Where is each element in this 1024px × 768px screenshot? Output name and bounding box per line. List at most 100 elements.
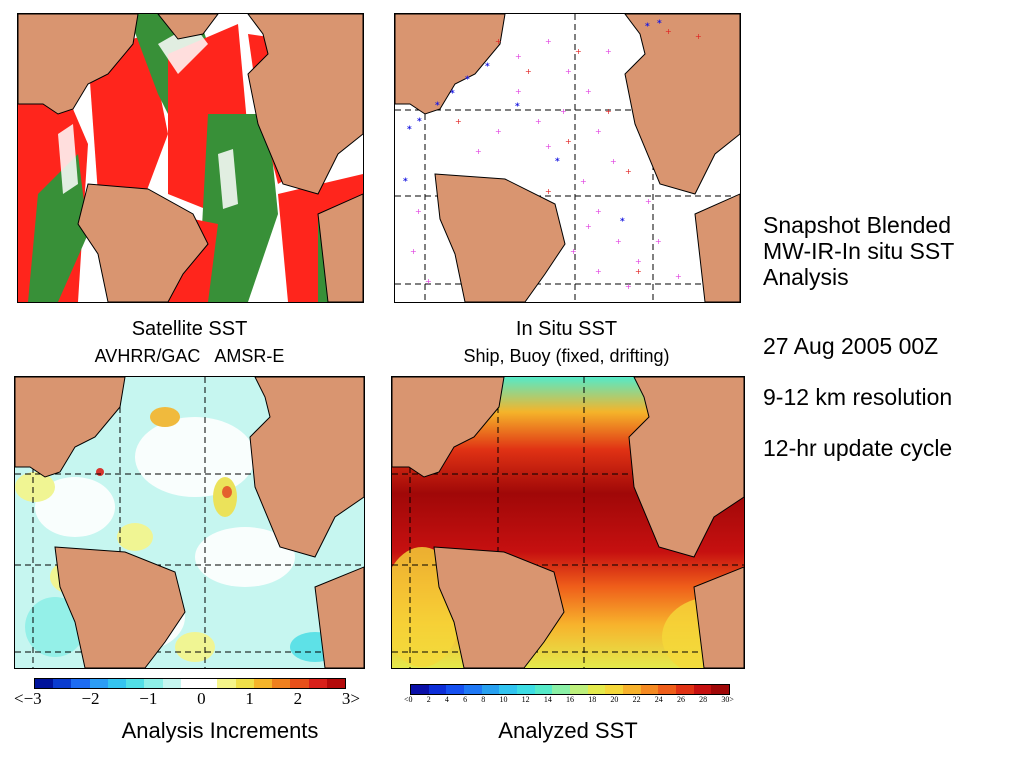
satellite-sst-subtitle: AVHRR/GAC AMSR-E: [94, 346, 285, 366]
sst-colorbar-ticks: <0 2 4 6 8 10 12 14 16 18 20 22 24 26 28 30>: [404, 695, 734, 704]
increments-colorbar-swatch: [144, 679, 163, 688]
increments-colorbar-tick-label: 1: [245, 689, 254, 708]
svg-text:*: *: [645, 22, 650, 32]
svg-text:+: +: [625, 282, 632, 291]
sst-colorbar-tick-label: 26: [676, 695, 685, 704]
svg-text:+: +: [475, 147, 482, 156]
sst-colorbar-swatch: [499, 685, 518, 694]
sst-colorbar-tick-label: 12: [521, 695, 530, 704]
increments-colorbar-ticks: <−3 −2 −1 0 1 2 3>: [14, 689, 360, 709]
svg-text:*: *: [515, 102, 520, 112]
sst-colorbar-swatch: [658, 685, 677, 694]
analyzed-sst-map: [391, 376, 745, 669]
svg-text:+: +: [535, 117, 542, 126]
svg-text:+: +: [525, 67, 532, 76]
svg-text:+: +: [515, 52, 522, 61]
sst-colorbar-tick-label: 28: [699, 695, 708, 704]
svg-text:+: +: [635, 267, 642, 276]
increments-colorbar-swatch: [253, 679, 273, 688]
sst-colorbar-tick-label: 4: [444, 695, 449, 704]
sst-colorbar-tick-label: 8: [481, 695, 486, 704]
sst-colorbar-tick-label: 20: [610, 695, 619, 704]
svg-text:+: +: [615, 237, 622, 246]
insitu-sst-map: * * * * * * * * * * * * + + + + + + + + + + + + + + + + +…: [394, 13, 741, 303]
sst-colorbar-swatch: [587, 685, 606, 694]
sst-colorbar-tick-label: 18: [588, 695, 597, 704]
sst-colorbar-swatch: [534, 685, 553, 694]
sst-colorbar-swatch: [711, 685, 730, 694]
increments-colorbar-swatch: [126, 679, 145, 688]
svg-text:+: +: [585, 222, 592, 231]
increments-colorbar-swatch: [272, 679, 291, 688]
analysis-increments-map: [14, 376, 365, 669]
increments-colorbar-swatch: [290, 679, 309, 688]
side-cycle: 12-hr update cycle: [763, 435, 953, 461]
sst-colorbar-tick-label: 10: [499, 695, 508, 704]
increments-colorbar-tick-label: 0: [197, 689, 206, 708]
svg-text:*: *: [407, 125, 412, 135]
increments-colorbar-tick-label: 2: [293, 689, 303, 708]
svg-text:+: +: [425, 277, 432, 286]
svg-text:*: *: [450, 89, 455, 99]
sst-colorbar-tick-label: 30>: [721, 695, 734, 704]
side-heading-line1: Snapshot Blended: [763, 212, 951, 238]
svg-text:+: +: [545, 142, 552, 151]
increments-colorbar-swatch: [180, 679, 200, 688]
svg-text:+: +: [595, 207, 602, 216]
svg-text:+: +: [565, 67, 572, 76]
svg-text:+: +: [570, 247, 577, 256]
sst-colorbar-swatch: [552, 685, 571, 694]
sst-colorbar-tick-label: 14: [543, 695, 552, 704]
svg-text:+: +: [515, 87, 522, 96]
satellite-sst-map: [17, 13, 364, 303]
svg-text:+: +: [605, 47, 612, 56]
svg-text:+: +: [605, 107, 612, 116]
sst-colorbar-swatch: [411, 685, 429, 694]
sst-colorbar-tick-label: 24: [654, 695, 663, 704]
svg-text:+: +: [595, 267, 602, 276]
svg-text:*: *: [403, 177, 408, 187]
analyzed-sst-title: Analyzed SST: [498, 718, 638, 743]
sst-colorbar-swatch: [623, 685, 641, 694]
svg-text:+: +: [565, 137, 572, 146]
sst-colorbar-swatch: [481, 685, 500, 694]
svg-text:*: *: [435, 101, 440, 111]
sst-colorbar-swatch: [570, 685, 588, 694]
increments-colorbar-swatch: [71, 679, 90, 688]
increments-colorbar-tick-label: −1: [139, 689, 158, 708]
insitu-sst-title: In Situ SST: [515, 318, 618, 340]
side-date: 27 Aug 2005 00Z: [763, 333, 939, 359]
svg-text:*: *: [417, 117, 422, 127]
increments-colorbar-swatch: [107, 679, 127, 688]
sst-colorbar-swatch: [676, 685, 694, 694]
svg-text:+: +: [610, 157, 617, 166]
svg-text:+: +: [655, 237, 662, 246]
sst-colorbar-tick-label: 6: [463, 695, 468, 704]
increments-colorbar-swatch: [199, 679, 218, 688]
svg-text:*: *: [485, 62, 490, 72]
sst-colorbar-swatch: [428, 685, 447, 694]
svg-text:+: +: [625, 167, 632, 176]
svg-text:+: +: [410, 247, 417, 256]
increments-colorbar-tick-label: −2: [81, 689, 100, 708]
increments-colorbar-swatch: [326, 679, 345, 688]
svg-text:+: +: [545, 37, 552, 46]
svg-text:*: *: [620, 217, 625, 227]
increments-colorbar-swatch: [308, 679, 327, 688]
svg-text:+: +: [455, 117, 462, 126]
sst-colorbar-tick-label: 2: [426, 695, 431, 704]
increments-colorbar-tick-label: 3>: [341, 689, 360, 708]
svg-text:+: +: [575, 47, 582, 56]
sst-colorbar-tick-label: 16: [566, 695, 575, 704]
side-heading: Snapshot Blended MW-IR-In situ SST Analy…: [763, 212, 954, 290]
increments-colorbar-tick-label: <−3: [14, 689, 42, 708]
sst-colorbar-swatch: [464, 685, 482, 694]
svg-text:+: +: [695, 32, 702, 41]
svg-text:+: +: [635, 257, 642, 266]
increments-colorbar-swatch: [35, 679, 54, 688]
sst-colorbar-swatch: [640, 685, 659, 694]
side-heading-line2: MW-IR-In situ SST: [763, 238, 955, 264]
sst-colorbar: [410, 684, 730, 695]
increments-colorbar-swatch: [53, 679, 72, 688]
analysis-increments-title: Analysis Increments: [121, 718, 319, 743]
